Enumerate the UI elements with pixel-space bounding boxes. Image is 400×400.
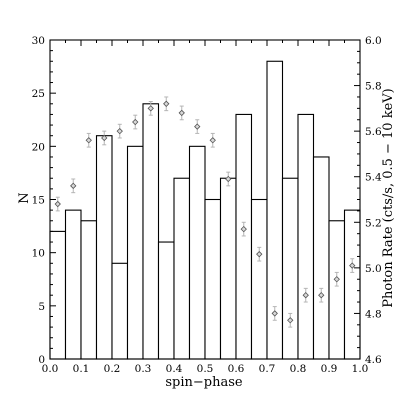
histogram-bar: [204, 198, 222, 360]
photon-rate-point: [178, 105, 185, 121]
photon-rate-marker: [225, 175, 232, 183]
x-tick-label: 0.8: [290, 363, 307, 375]
photon-rate-marker: [147, 105, 154, 112]
y-axis-title: N: [17, 192, 32, 203]
photon-rate-marker: [240, 225, 247, 233]
histogram-bar: [142, 103, 160, 360]
x-tick-label: 1.0: [352, 363, 369, 375]
x-tick-label: 0.9: [321, 363, 338, 375]
photon-rate-point: [333, 271, 340, 287]
y-tick-label: 10: [32, 248, 45, 260]
y2-tick-label: 5.4: [365, 172, 382, 184]
photon-rate-point: [147, 101, 154, 116]
histogram-bar: [95, 135, 113, 360]
photon-rate-point: [70, 178, 77, 194]
x-tick-label: 0.5: [197, 363, 214, 375]
photon-rate-point: [101, 130, 108, 146]
photon-rate-marker: [194, 123, 201, 130]
photon-rate-marker: [116, 127, 123, 135]
photon-rate-marker: [85, 137, 92, 144]
photon-rate-point: [209, 132, 216, 148]
photon-rate-point: [85, 132, 92, 148]
y-tick-label: 5: [38, 301, 45, 313]
histogram-bar: [126, 145, 144, 360]
histogram-bar: [111, 262, 129, 360]
y2-tick-label: 6.0: [365, 35, 382, 47]
y2-axis-title: Photon Rate (cts/s, 0.5 − 10 keV): [381, 88, 396, 308]
y2-tick-label: 5.8: [365, 81, 382, 93]
x-tick-label: 0.1: [73, 363, 90, 375]
photon-rate-marker: [333, 276, 340, 283]
y-tick-label: 25: [32, 88, 45, 100]
photon-rate-point: [116, 123, 123, 139]
histogram-bar: [157, 241, 175, 360]
photon-rate-point: [54, 196, 61, 212]
photon-rate-point: [163, 96, 170, 112]
histogram-bar: [64, 209, 82, 360]
photon-rate-point: [271, 306, 278, 321]
y2-tick-label: 5.0: [365, 263, 382, 275]
x-tick-label: 0.2: [104, 363, 121, 375]
x-tick-label: 0.0: [42, 363, 59, 375]
x-axis-title: spin−phase: [165, 375, 243, 390]
photon-rate-marker: [132, 118, 139, 126]
histogram-bar: [250, 198, 268, 360]
axes: [49, 39, 361, 360]
y-tick-label: 20: [32, 141, 45, 153]
photon-rate-marker: [271, 310, 278, 317]
y2-tick-label: 5.2: [365, 217, 382, 229]
photon-rate-point: [240, 221, 247, 237]
photon-rate-point: [132, 114, 139, 130]
histogram-bar: [312, 156, 330, 360]
histogram-bar: [297, 113, 315, 360]
x-tick-label: 0.4: [166, 363, 183, 375]
photon-rate-marker: [101, 134, 108, 142]
y2-tick-label: 5.6: [365, 126, 382, 138]
histogram-bar: [80, 220, 98, 360]
photon-rate-points: [54, 96, 356, 328]
histogram-bar: [219, 177, 237, 360]
x-tick-label: 0.7: [259, 363, 276, 375]
y-tick-label: 0: [38, 354, 45, 366]
photon-rate-marker: [209, 137, 216, 144]
photon-rate-point: [349, 258, 356, 273]
histogram-bar: [235, 113, 253, 360]
photon-rate-marker: [256, 251, 263, 258]
photon-rate-marker: [302, 292, 309, 299]
photon-rate-marker: [54, 200, 61, 208]
y-tick-label: 30: [32, 35, 45, 47]
photon-rate-marker: [349, 262, 356, 269]
histogram-bars: [49, 60, 361, 360]
y2-tick-label: 4.6: [365, 354, 382, 366]
photon-rate-marker: [287, 317, 294, 324]
histogram-bar: [328, 220, 346, 360]
x-tick-label: 0.6: [228, 363, 245, 375]
photon-rate-marker: [178, 109, 185, 117]
photon-rate-point: [225, 171, 232, 187]
histogram-bar: [173, 177, 191, 360]
photon-rate-point: [287, 312, 294, 328]
photon-rate-point: [256, 246, 263, 262]
photon-rate-marker: [70, 182, 77, 189]
x-tick-label: 0.3: [135, 363, 152, 375]
histogram-bar: [188, 145, 206, 360]
photon-rate-point: [318, 287, 325, 303]
photon-rate-marker: [163, 100, 170, 107]
y2-tick-label: 4.8: [365, 308, 382, 320]
tick-labels: 0.0 0.1 0.2 0.3 0.4 0.5 0.6 0.7 0.8 0.9 1.0 0 5 10 15 2…: [32, 35, 382, 375]
histogram-bar: [281, 177, 299, 360]
photon-rate-marker: [318, 292, 325, 299]
photon-rate-point: [302, 287, 309, 303]
y-tick-label: 15: [32, 195, 45, 207]
photon-rate-point: [194, 119, 201, 134]
